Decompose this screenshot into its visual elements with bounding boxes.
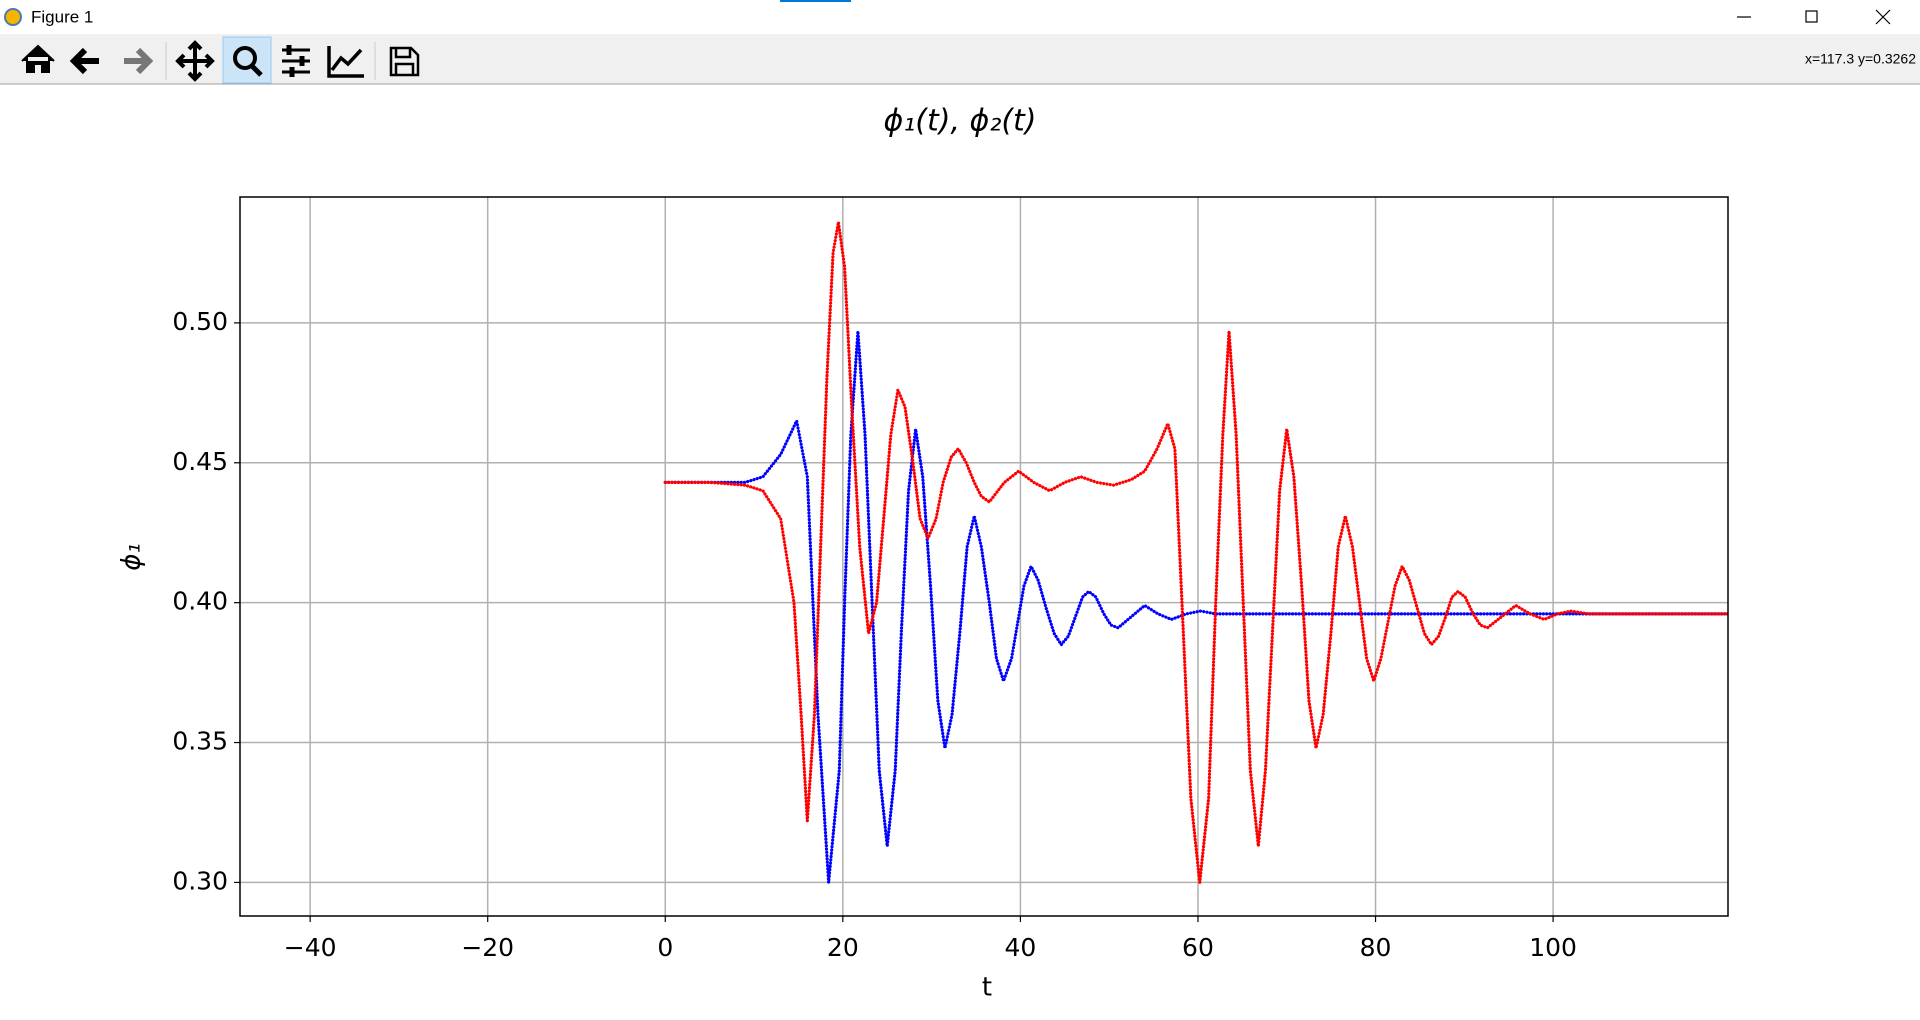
chart-title: ϕ₁(t), ϕ₂(t)	[883, 104, 1036, 139]
home-button[interactable]	[21, 44, 55, 73]
x-tick-label: −40	[284, 933, 337, 962]
x-axis-label: t	[982, 973, 992, 1003]
x-tick-label: −20	[461, 933, 514, 962]
x-tick-label: 40	[1004, 933, 1036, 962]
configure-knobs	[286, 45, 305, 77]
y-axis-label: ϕ₁	[117, 543, 147, 571]
x-tick-label: 20	[827, 933, 859, 962]
cursor-coords: x=117.3 y=0.3262	[1805, 51, 1916, 67]
y-tick-label: 0.50	[172, 307, 228, 336]
toolbar	[0, 34, 1920, 84]
series-line	[663, 331, 1728, 883]
tab-highlight	[780, 0, 851, 2]
zoom-handle	[250, 64, 263, 77]
save-button[interactable]	[389, 46, 420, 77]
x-tick-label: 100	[1529, 933, 1577, 962]
axes-button[interactable]	[327, 46, 364, 78]
close-button[interactable]	[1875, 9, 1891, 25]
app-icon	[4, 8, 22, 26]
window-title: Figure 1	[31, 7, 93, 26]
plot-frame	[239, 196, 1729, 917]
zoom-button-bg[interactable]	[222, 36, 272, 84]
title-bar	[0, 0, 1920, 34]
y-tick-label: 0.30	[172, 866, 228, 895]
zoom-button[interactable]	[233, 46, 257, 70]
forward-button[interactable]	[124, 47, 154, 75]
y-tick-label: 0.40	[172, 587, 228, 616]
restore-button[interactable]	[1805, 10, 1818, 23]
series-line	[663, 221, 1728, 883]
y-tick-label: 0.45	[172, 447, 228, 476]
x-tick-label: 0	[657, 933, 673, 962]
x-tick-label: 80	[1360, 933, 1392, 962]
back-button[interactable]	[69, 47, 99, 75]
pan-button[interactable]	[175, 40, 215, 82]
y-tick-label: 0.35	[172, 727, 228, 756]
x-tick-label: 60	[1182, 933, 1214, 962]
